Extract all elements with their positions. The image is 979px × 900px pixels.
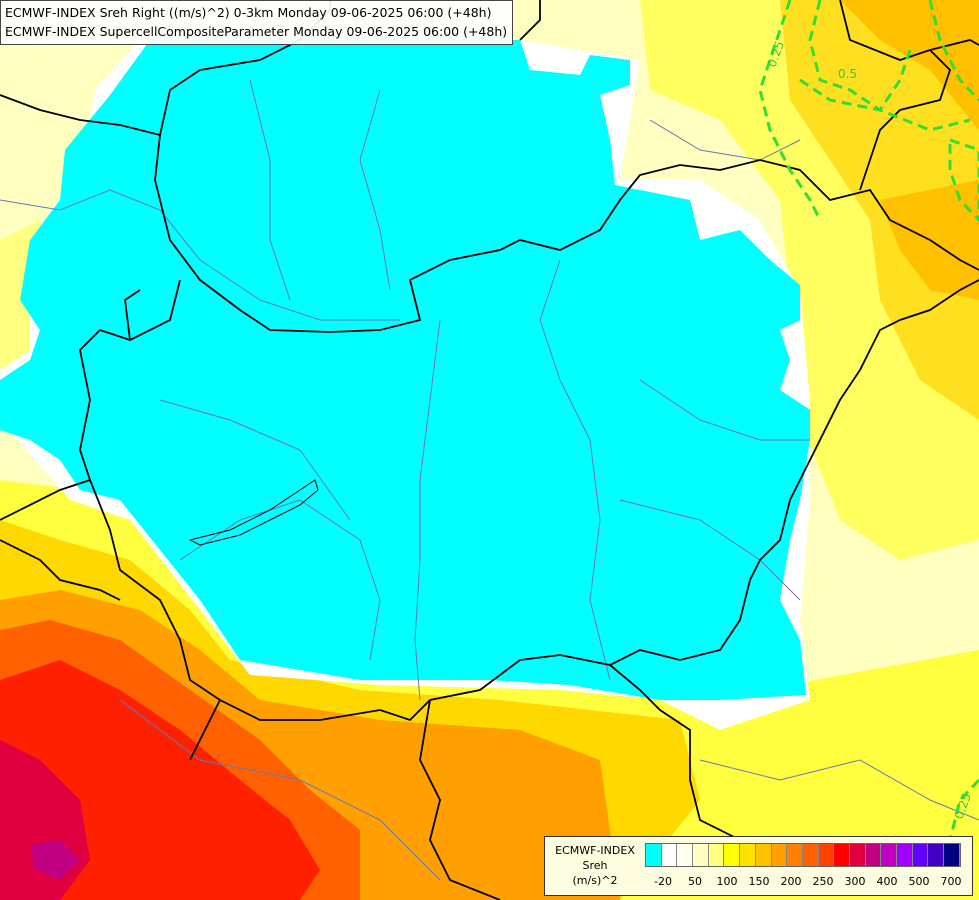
shade-gold-northeast bbox=[780, 0, 979, 420]
shade-magenta-spot bbox=[30, 840, 80, 880]
legend-swatch bbox=[834, 844, 850, 866]
lake-balaton-outline bbox=[188, 479, 319, 546]
legend-swatch bbox=[944, 844, 960, 866]
color-legend: ECMWF-INDEX Sreh (m/s)^2 -20 50 100 150 200 2… bbox=[544, 836, 973, 896]
legend-swatch bbox=[849, 844, 866, 866]
legend-swatch bbox=[755, 844, 772, 866]
legend-swatch bbox=[693, 844, 709, 866]
legend-swatch bbox=[818, 844, 835, 866]
legend-tick-label: 700 bbox=[940, 875, 962, 888]
legend-swatch bbox=[928, 844, 945, 866]
legend-title: ECMWF-INDEX Sreh (m/s)^2 bbox=[547, 843, 643, 888]
legend-swatch bbox=[912, 844, 929, 866]
legend-title-line-3: (m/s)^2 bbox=[572, 874, 618, 887]
shade-cyan-region bbox=[0, 40, 810, 700]
legend-title-line-1: ECMWF-INDEX bbox=[555, 844, 635, 857]
legend-swatch bbox=[646, 844, 662, 866]
legend-swatch bbox=[802, 844, 819, 866]
shade-orange-northeast bbox=[840, 0, 979, 130]
legend-swatch bbox=[677, 844, 694, 866]
legend-tick-label: 300 bbox=[844, 875, 866, 888]
shade-cyan-west-lobe bbox=[0, 370, 90, 450]
legend-tick-label: -20 bbox=[654, 875, 672, 888]
legend-swatch bbox=[881, 844, 897, 866]
legend-title-line-2: Sreh bbox=[582, 859, 608, 872]
legend-swatch bbox=[661, 844, 678, 866]
legend-swatch bbox=[708, 844, 725, 866]
legend-tick-label: 150 bbox=[748, 875, 770, 888]
legend-swatch bbox=[787, 844, 803, 866]
legend-swatch bbox=[724, 844, 741, 866]
legend-swatch bbox=[897, 844, 913, 866]
legend-swatch bbox=[865, 844, 882, 866]
legend-tick-label: 500 bbox=[908, 875, 930, 888]
legend-tick-label: 250 bbox=[812, 875, 834, 888]
legend-swatches bbox=[645, 843, 961, 867]
rivers bbox=[0, 79, 979, 881]
legend-tick-label: 100 bbox=[716, 875, 738, 888]
legend-labels: -20 50 100 150 200 250 300 400 500 700 bbox=[645, 875, 971, 889]
legend-swatch bbox=[740, 844, 756, 866]
title-line-1: ECMWF-INDEX Sreh Right ((m/s)^2) 0-3km M… bbox=[5, 5, 492, 20]
legend-tick-label: 400 bbox=[876, 875, 898, 888]
legend-swatch bbox=[771, 844, 788, 866]
legend-tick-label: 200 bbox=[780, 875, 802, 888]
contour-label-2: 0.5 bbox=[838, 67, 857, 81]
title-line-2: ECMWF-INDEX SupercellCompositeParameter … bbox=[5, 24, 508, 39]
map-title-box: ECMWF-INDEX Sreh Right ((m/s)^2) 0-3km M… bbox=[0, 0, 514, 45]
legend-tick-label: 50 bbox=[688, 875, 702, 888]
